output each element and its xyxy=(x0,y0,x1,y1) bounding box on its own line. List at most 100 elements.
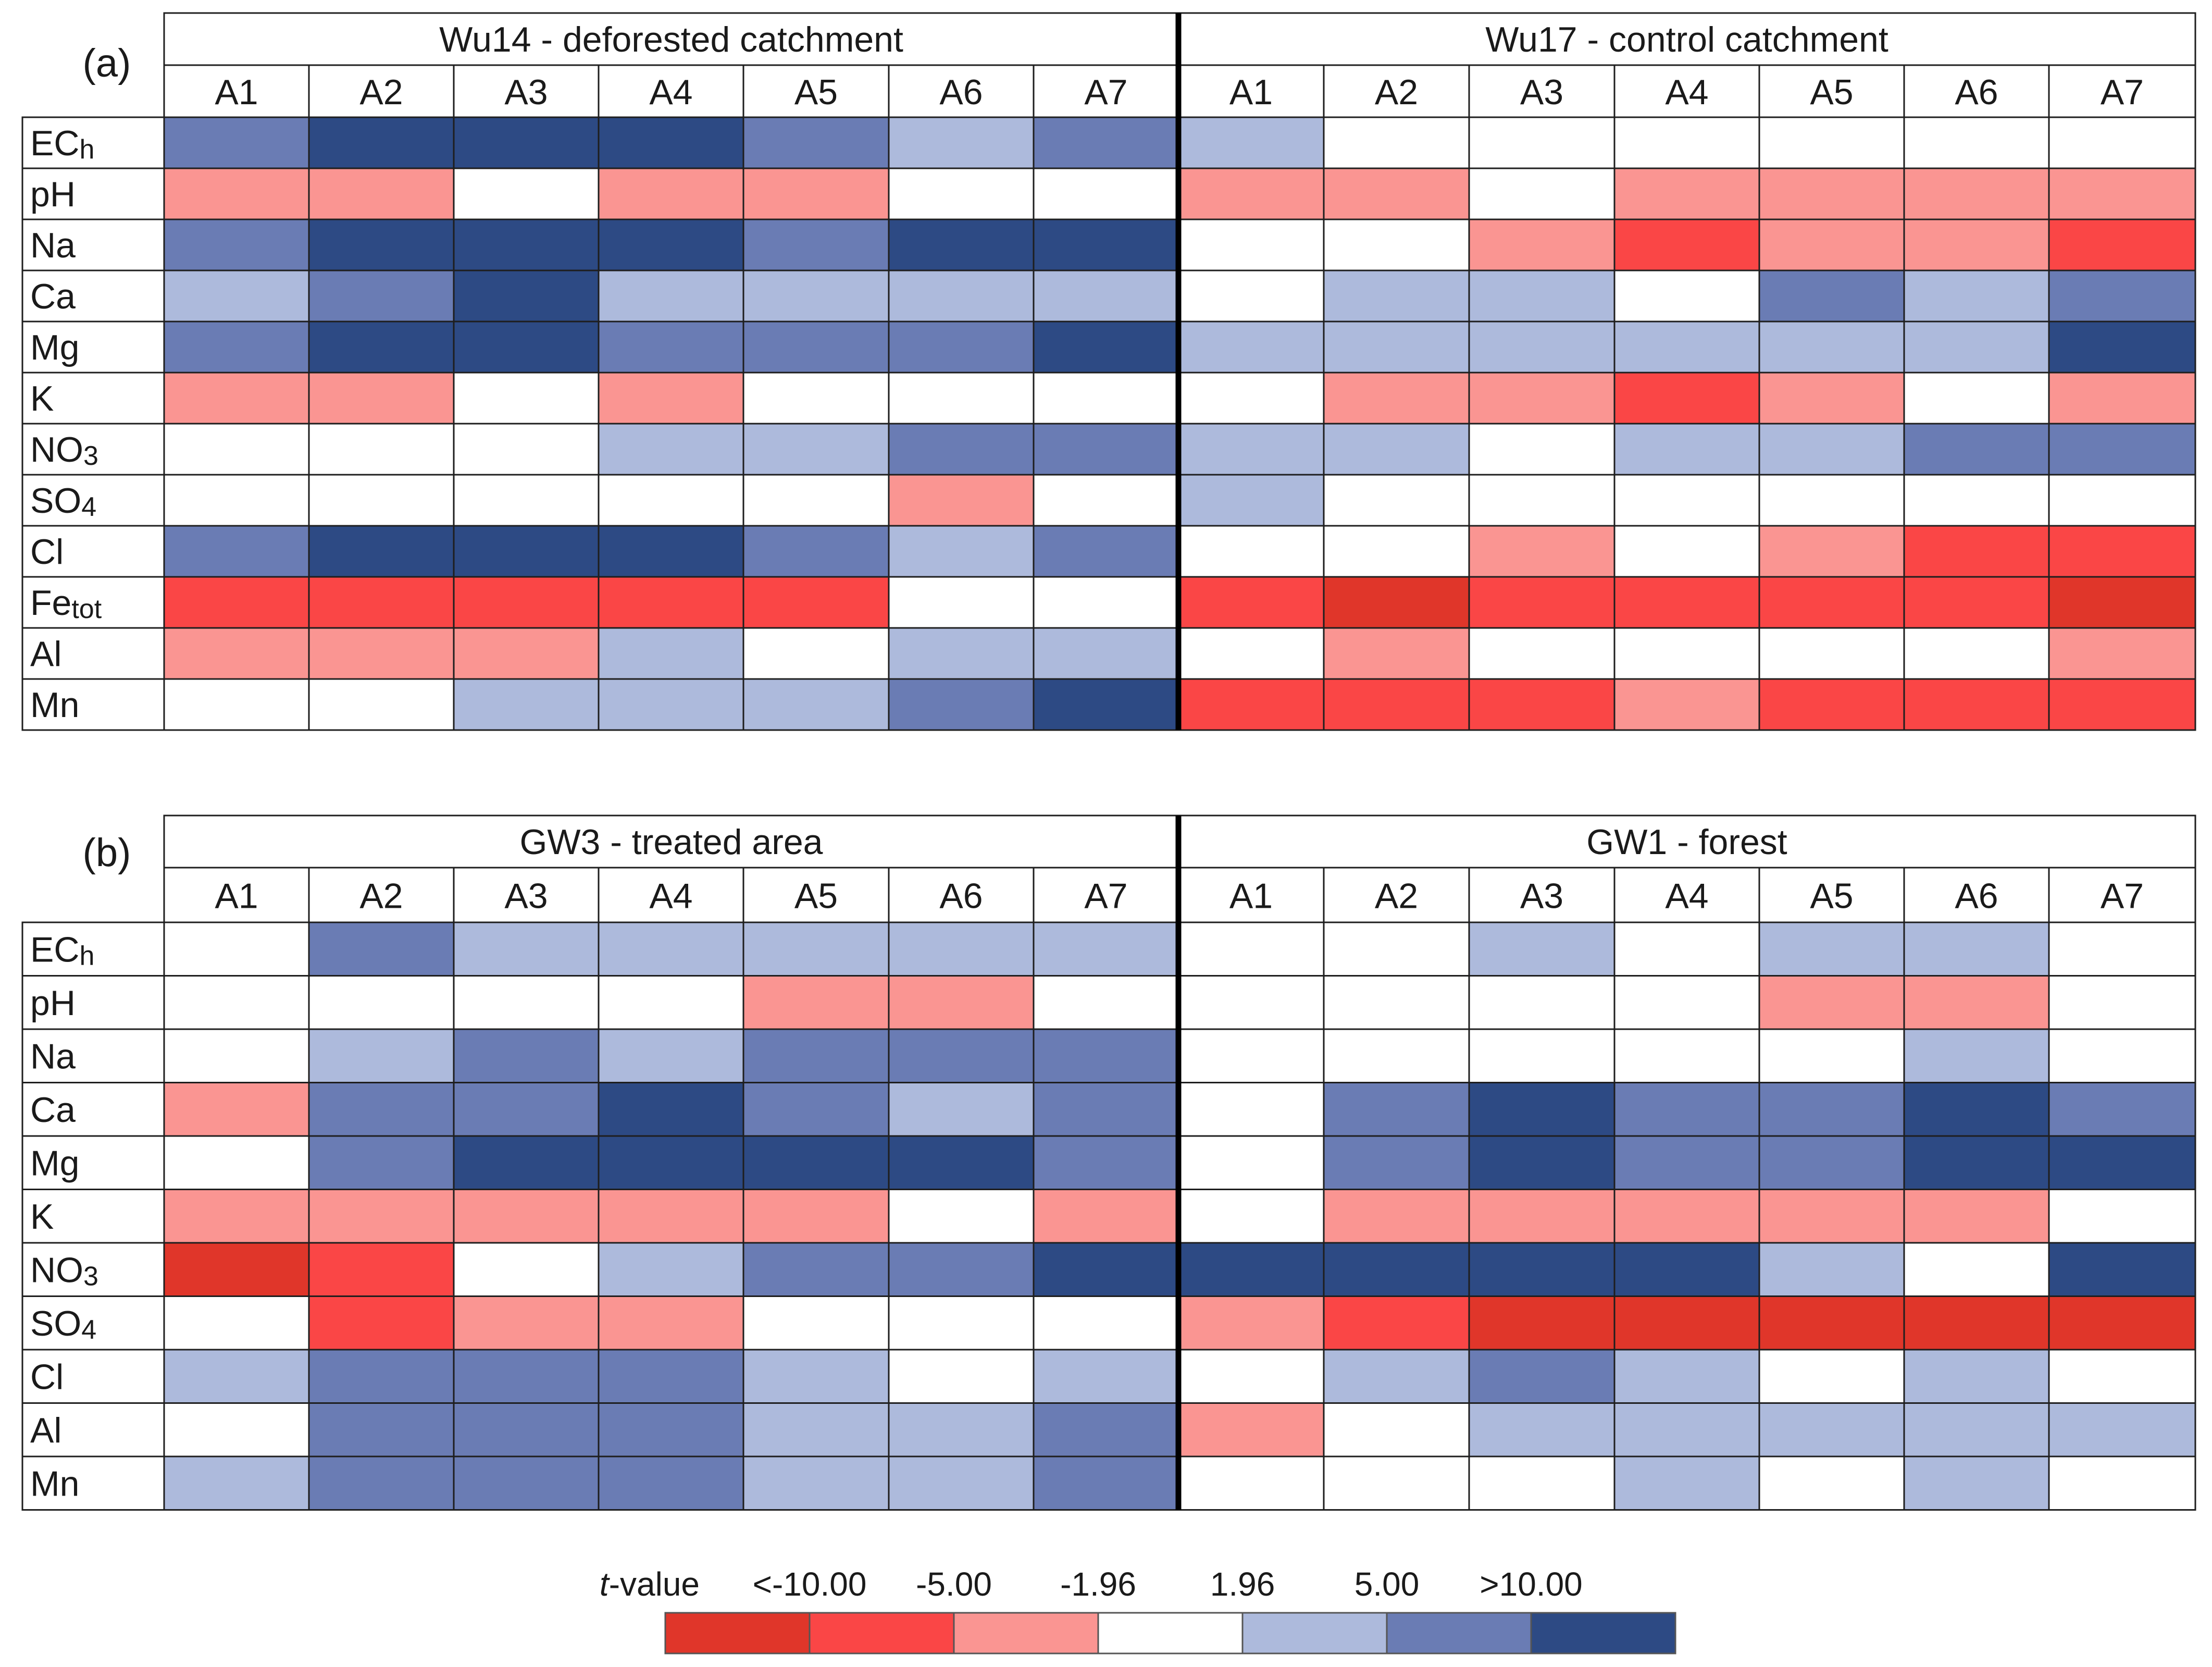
heatmap-cell xyxy=(1177,1455,1325,1511)
heatmap-cell xyxy=(163,1242,310,1297)
column-label: A2 xyxy=(1375,876,1418,916)
heatmap-cell xyxy=(308,372,455,425)
heatmap-cell xyxy=(1177,1028,1325,1083)
row-label: Mn xyxy=(30,1464,79,1503)
column-label: A4 xyxy=(649,72,692,112)
heatmap-cell xyxy=(1613,1242,1760,1297)
heatmap-cell xyxy=(1903,423,2050,476)
heatmap-cell xyxy=(163,1402,310,1458)
heatmap-cell xyxy=(742,423,890,476)
row-label: Al xyxy=(30,1411,61,1450)
heatmap-cell xyxy=(453,525,600,578)
heatmap-cell xyxy=(1758,1455,1905,1511)
heatmap-cell xyxy=(1323,1082,1470,1137)
heatmap-cell xyxy=(598,1295,744,1351)
heatmap-cell xyxy=(1033,525,1179,578)
heatmap-cell xyxy=(598,1455,744,1511)
heatmap-cell xyxy=(888,269,1035,323)
row-label: Mn xyxy=(30,685,79,725)
heatmap-cell xyxy=(1903,1135,2050,1190)
heatmap-cell xyxy=(1468,921,1615,977)
heatmap-cell xyxy=(1758,218,1905,271)
heatmap-cell xyxy=(308,678,455,731)
column-label: A7 xyxy=(2101,876,2144,916)
heatmap-cell xyxy=(888,1082,1035,1137)
heatmap-cell xyxy=(1177,576,1325,629)
heatmap-cell xyxy=(1613,525,1760,578)
heatmap-cell xyxy=(163,627,310,680)
heatmap-cell xyxy=(453,678,600,731)
column-label: A2 xyxy=(1375,72,1418,112)
row-label: Mg xyxy=(30,328,79,367)
row-label: K xyxy=(30,379,54,418)
heatmap-cell xyxy=(1613,372,1760,425)
heatmap-cell xyxy=(2048,1455,2196,1511)
heatmap-cell xyxy=(742,921,890,977)
heatmap-cell xyxy=(1468,167,1615,220)
heatmap-cell xyxy=(1033,1402,1179,1458)
heatmap-cell xyxy=(1613,423,1760,476)
legend-swatch xyxy=(1097,1612,1244,1654)
heatmap-cell xyxy=(1468,1295,1615,1351)
heatmap-cell xyxy=(742,474,890,527)
heatmap-cell xyxy=(2048,576,2196,629)
heatmap-cell xyxy=(163,167,310,220)
heatmap-cell xyxy=(2048,678,2196,731)
heatmap-cell xyxy=(1613,269,1760,323)
row-label: SO4 xyxy=(30,1304,96,1345)
column-label: A4 xyxy=(1665,72,1708,112)
heatmap-cell xyxy=(742,1402,890,1458)
heatmap-cell xyxy=(1758,678,1905,731)
legend-tick-label: 1.96 xyxy=(1210,1565,1275,1603)
legend-title-rest: -value xyxy=(609,1565,700,1603)
heatmap-cell xyxy=(453,1402,600,1458)
heatmap-cell xyxy=(1758,1402,1905,1458)
row-label: Na xyxy=(30,226,76,265)
heatmap-cell xyxy=(1177,1402,1325,1458)
row-label: Fetot xyxy=(30,583,102,624)
heatmap-cell xyxy=(742,269,890,323)
heatmap-cell xyxy=(1468,1349,1615,1404)
heatmap-cell xyxy=(1613,1028,1760,1083)
heatmap-cell xyxy=(1758,269,1905,323)
heatmap-cell xyxy=(453,1242,600,1297)
heatmap-cell xyxy=(2048,167,2196,220)
legend-swatch xyxy=(953,1612,1099,1654)
heatmap-cell xyxy=(1323,474,1470,527)
row-label: Ca xyxy=(30,277,76,316)
heatmap-cell xyxy=(888,921,1035,977)
heatmap-cell xyxy=(453,1028,600,1083)
heatmap-cell xyxy=(888,320,1035,374)
heatmap-cell xyxy=(2048,1295,2196,1351)
row-label: NO3 xyxy=(30,1250,98,1291)
heatmap-cell xyxy=(308,269,455,323)
heatmap-cell xyxy=(1758,372,1905,425)
heatmap-cell xyxy=(1613,218,1760,271)
column-label: A5 xyxy=(1810,876,1853,916)
heatmap-cell xyxy=(163,1349,310,1404)
heatmap-cell xyxy=(1613,1189,1760,1244)
heatmap-cell xyxy=(308,627,455,680)
heatmap-cell xyxy=(1323,627,1470,680)
heatmap-cell xyxy=(742,1028,890,1083)
column-label: A6 xyxy=(1955,72,1998,112)
heatmap-cell xyxy=(453,921,600,977)
heatmap-cell xyxy=(2048,116,2196,169)
heatmap-cell xyxy=(888,1028,1035,1083)
heatmap-cell xyxy=(308,525,455,578)
heatmap-cell xyxy=(308,1242,455,1297)
heatmap-cell xyxy=(2048,1028,2196,1083)
heatmap-cell xyxy=(1177,627,1325,680)
column-label: A5 xyxy=(1810,72,1853,112)
heatmap-cell xyxy=(163,1082,310,1137)
heatmap-cell xyxy=(888,1455,1035,1511)
column-label: A5 xyxy=(794,876,838,916)
heatmap-cell xyxy=(1758,1349,1905,1404)
row-label: NO3 xyxy=(30,430,98,471)
heatmap-cell xyxy=(453,372,600,425)
heatmap-cell xyxy=(1758,1082,1905,1137)
heatmap-cell xyxy=(1468,1455,1615,1511)
heatmap-cell xyxy=(1903,320,2050,374)
group-title: Wu17 - control catchment xyxy=(1485,20,1888,59)
